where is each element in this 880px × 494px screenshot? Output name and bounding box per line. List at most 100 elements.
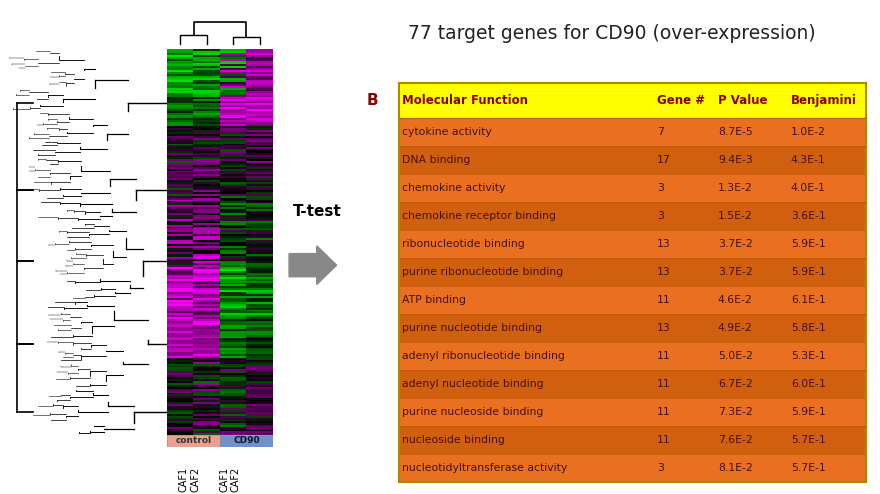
Text: 6.7E-2: 6.7E-2 bbox=[718, 379, 752, 389]
Bar bbox=[399, 342, 654, 370]
Text: CD90: CD90 bbox=[233, 436, 260, 446]
Text: Gene #: Gene # bbox=[657, 94, 705, 107]
Text: 13: 13 bbox=[657, 323, 671, 333]
Bar bbox=[399, 398, 654, 426]
Bar bbox=[715, 314, 787, 342]
Bar bbox=[715, 83, 787, 118]
Bar bbox=[220, 435, 273, 447]
Text: P Value: P Value bbox=[718, 94, 767, 107]
Text: 4.9E-2: 4.9E-2 bbox=[718, 323, 752, 333]
Bar bbox=[654, 83, 715, 118]
Text: 11: 11 bbox=[657, 407, 671, 417]
Text: 3.7E-2: 3.7E-2 bbox=[718, 239, 752, 249]
Text: 7.6E-2: 7.6E-2 bbox=[718, 435, 752, 445]
Text: 3: 3 bbox=[657, 463, 664, 473]
Bar bbox=[399, 230, 654, 258]
Text: 4.6E-2: 4.6E-2 bbox=[718, 295, 752, 305]
Bar bbox=[399, 174, 654, 202]
Text: 1.3E-2: 1.3E-2 bbox=[718, 183, 752, 193]
Text: CAF2: CAF2 bbox=[231, 467, 241, 492]
Text: 11: 11 bbox=[657, 351, 671, 361]
Bar bbox=[715, 426, 787, 454]
Text: 17: 17 bbox=[657, 155, 671, 165]
Text: Benjamini: Benjamini bbox=[791, 94, 856, 107]
Bar bbox=[399, 286, 654, 314]
Text: 7: 7 bbox=[657, 127, 664, 137]
Bar bbox=[399, 454, 654, 482]
Text: 1.5E-2: 1.5E-2 bbox=[718, 211, 752, 221]
Bar bbox=[787, 342, 866, 370]
Text: 7.3E-2: 7.3E-2 bbox=[718, 407, 752, 417]
Bar bbox=[787, 146, 866, 174]
Bar bbox=[654, 118, 715, 146]
Bar bbox=[654, 174, 715, 202]
Text: 3.7E-2: 3.7E-2 bbox=[718, 267, 752, 277]
Bar bbox=[715, 398, 787, 426]
Bar bbox=[654, 426, 715, 454]
Bar bbox=[399, 314, 654, 342]
Bar bbox=[715, 146, 787, 174]
Text: 1.0E-2: 1.0E-2 bbox=[791, 127, 825, 137]
Text: T-test: T-test bbox=[292, 204, 341, 219]
Text: purine nucleotide binding: purine nucleotide binding bbox=[402, 323, 542, 333]
Bar bbox=[787, 118, 866, 146]
Text: 6.0E-1: 6.0E-1 bbox=[791, 379, 825, 389]
Bar bbox=[654, 314, 715, 342]
Bar bbox=[715, 230, 787, 258]
Bar bbox=[787, 286, 866, 314]
Text: 13: 13 bbox=[657, 239, 671, 249]
Text: 5.3E-1: 5.3E-1 bbox=[791, 351, 825, 361]
Text: 4.3E-1: 4.3E-1 bbox=[791, 155, 825, 165]
Bar bbox=[787, 426, 866, 454]
Text: 77 target genes for CD90 (over-expression): 77 target genes for CD90 (over-expressio… bbox=[407, 24, 816, 42]
Text: 5.7E-1: 5.7E-1 bbox=[791, 463, 825, 473]
Bar bbox=[787, 83, 866, 118]
Bar bbox=[787, 258, 866, 286]
Bar bbox=[787, 202, 866, 230]
Bar bbox=[654, 202, 715, 230]
Bar bbox=[399, 202, 654, 230]
Text: nucleoside binding: nucleoside binding bbox=[402, 435, 505, 445]
Bar bbox=[167, 435, 220, 447]
Text: nucleotidyltransferase activity: nucleotidyltransferase activity bbox=[402, 463, 568, 473]
Bar bbox=[787, 314, 866, 342]
Bar bbox=[787, 174, 866, 202]
Bar bbox=[787, 230, 866, 258]
Text: Molecular Function: Molecular Function bbox=[402, 94, 528, 107]
Bar bbox=[654, 146, 715, 174]
Bar bbox=[654, 370, 715, 398]
Bar bbox=[715, 342, 787, 370]
Bar bbox=[654, 258, 715, 286]
Text: 6.1E-1: 6.1E-1 bbox=[791, 295, 825, 305]
Bar bbox=[654, 342, 715, 370]
Text: CAF1: CAF1 bbox=[219, 467, 230, 492]
Text: 5.0E-2: 5.0E-2 bbox=[718, 351, 752, 361]
Bar bbox=[787, 398, 866, 426]
Text: ATP binding: ATP binding bbox=[402, 295, 466, 305]
Text: 5.9E-1: 5.9E-1 bbox=[791, 239, 825, 249]
Text: 13: 13 bbox=[657, 267, 671, 277]
Text: 9.4E-3: 9.4E-3 bbox=[718, 155, 752, 165]
Text: 5.9E-1: 5.9E-1 bbox=[791, 267, 825, 277]
Text: adenyl nucleotide binding: adenyl nucleotide binding bbox=[402, 379, 544, 389]
Bar bbox=[399, 426, 654, 454]
Text: 4.0E-1: 4.0E-1 bbox=[791, 183, 825, 193]
Text: chemokine activity: chemokine activity bbox=[402, 183, 506, 193]
Bar bbox=[715, 202, 787, 230]
Bar bbox=[787, 370, 866, 398]
Text: CAF2: CAF2 bbox=[190, 467, 201, 492]
Text: cytokine activity: cytokine activity bbox=[402, 127, 492, 137]
Text: 11: 11 bbox=[657, 435, 671, 445]
Bar bbox=[654, 398, 715, 426]
Text: 8.1E-2: 8.1E-2 bbox=[718, 463, 752, 473]
Text: 3.6E-1: 3.6E-1 bbox=[791, 211, 825, 221]
Bar bbox=[715, 454, 787, 482]
Bar bbox=[654, 286, 715, 314]
Text: 11: 11 bbox=[657, 295, 671, 305]
Text: B: B bbox=[367, 93, 378, 108]
Text: 11: 11 bbox=[657, 379, 671, 389]
Bar bbox=[715, 174, 787, 202]
FancyArrow shape bbox=[289, 246, 337, 285]
Bar bbox=[399, 83, 654, 118]
Text: purine nucleoside binding: purine nucleoside binding bbox=[402, 407, 544, 417]
